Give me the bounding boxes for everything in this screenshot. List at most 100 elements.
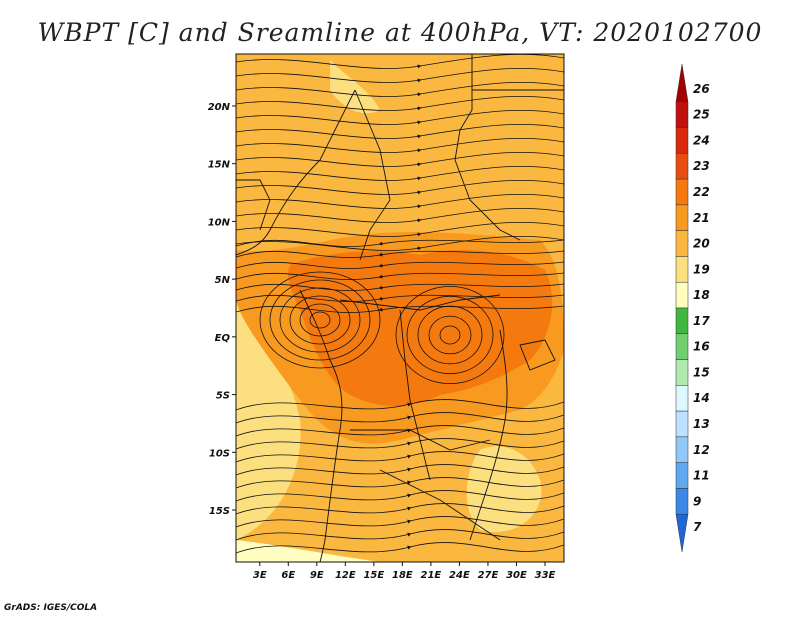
colorbar-swatch: [675, 333, 689, 360]
colorbar-label: 9: [693, 494, 701, 508]
streamline: [309, 311, 331, 329]
streamline: [236, 305, 564, 313]
colorbar-label: 23: [693, 159, 710, 173]
streamline: [236, 283, 564, 291]
streamline: [417, 305, 483, 365]
lon-tick-label: 24E: [449, 570, 470, 581]
colorbar-swatch: [675, 230, 689, 257]
lat-tick-label: 5S: [216, 391, 230, 402]
streamline: [236, 239, 564, 247]
lon-tick-label: 33E: [535, 570, 556, 581]
border-west-africa: [236, 179, 271, 231]
colorbar-swatch: [675, 359, 689, 386]
streamline: [406, 295, 494, 375]
lon-tick-label: 30E: [506, 570, 527, 581]
grads-credit: GrADS: IGES/COLA: [4, 603, 98, 613]
colorbar-swatch: [675, 101, 689, 128]
colorbar-label: 19: [693, 262, 710, 276]
streamline: [236, 179, 564, 195]
streamline: [236, 95, 564, 111]
streamline: [236, 294, 564, 302]
lat-tick-label: 20N: [208, 102, 231, 113]
border-angola-zambia: [350, 429, 491, 451]
colorbar-label: 16: [693, 340, 710, 354]
colorbar-label: 18: [693, 288, 710, 302]
lat-tick-label: 5N: [215, 275, 231, 286]
lon-tick-label: 9E: [310, 570, 324, 581]
longitude-axis: 3E 6E 9E 12E 15E 18E 21E 24E 27E 30E 33E: [253, 562, 556, 581]
border-central: [339, 294, 501, 311]
colorbar-swatch: [675, 462, 689, 489]
colorbar-label: 22: [693, 185, 710, 199]
colorbar-label: 24: [693, 133, 710, 147]
border-sudan-east: [454, 54, 521, 241]
colorbar-swatch: [675, 256, 689, 283]
streamline: [236, 261, 564, 269]
lat-tick-label: 15S: [209, 506, 230, 517]
streamline: [236, 250, 564, 258]
streamline: [236, 272, 564, 280]
lon-tick-label: 6E: [281, 570, 295, 581]
field-band-19-20-southeast: [466, 446, 542, 532]
map-frame: [235, 53, 565, 563]
coastline-west: [236, 89, 356, 256]
lon-tick-label: 27E: [478, 570, 499, 581]
colorbar-swatch: [675, 385, 689, 412]
colorbar-label: 12: [693, 443, 710, 457]
colorbar-label: 14: [693, 391, 710, 405]
field-band-19-20-west: [236, 300, 301, 540]
colorbar-label: 20: [693, 237, 710, 251]
colorbar-swatch: [675, 281, 689, 309]
streamline: [299, 303, 341, 337]
colorbar: 26 25 24 23 22 21 20 19 18 17 16 15 14 13 12 11 9 7: [675, 63, 710, 553]
colorbar-label: 11: [693, 469, 710, 483]
colorbar-label: 21: [693, 211, 710, 225]
streamline: [289, 295, 351, 345]
lat-tick-label: EQ: [215, 333, 231, 344]
streamline: [236, 221, 564, 237]
streamline: [236, 81, 564, 97]
temperature-field: [236, 54, 564, 562]
streamline: [236, 529, 564, 541]
latitude-axis: 20N 15N 10N 5N EQ 5S 10S 15S: [208, 102, 236, 517]
streamlines: [236, 54, 564, 554]
streamline: [236, 477, 564, 489]
streamline: [279, 287, 361, 353]
lon-tick-label: 18E: [392, 570, 413, 581]
streamline: [236, 425, 564, 437]
streamline: [236, 235, 564, 251]
streamline: [395, 286, 505, 384]
colorbar-swatch: [675, 410, 689, 438]
streamline: [236, 503, 564, 515]
streamline: [236, 165, 564, 181]
streamline: [236, 464, 564, 476]
colorbar-swatch: [675, 153, 689, 180]
streamline: [428, 315, 472, 355]
lat-tick-label: 10S: [209, 448, 230, 459]
lat-tick-label: 15N: [208, 160, 231, 171]
streamline: [236, 438, 564, 450]
colorbar-swatch: [675, 63, 689, 103]
lon-tick-label: 12E: [335, 570, 356, 581]
lat-tick-label: 10N: [208, 217, 231, 228]
streamline: [439, 325, 461, 345]
streamline: [236, 451, 564, 463]
colorbar-swatch: [675, 488, 689, 515]
border-south: [379, 469, 501, 541]
lon-tick-label: 15E: [363, 570, 384, 581]
coastline-atlantic: [299, 289, 343, 562]
field-band-22-23: [288, 250, 553, 407]
colorbar-swatch: [675, 178, 689, 206]
colorbar-swatch: [675, 204, 689, 231]
streamline: [236, 193, 564, 209]
lon-tick-label: 21E: [421, 570, 442, 581]
colorbar-label: 17: [693, 314, 710, 328]
lon-tick-label: 3E: [253, 570, 267, 581]
colorbar-label: 26: [693, 82, 710, 96]
colorbar-swatch: [675, 436, 689, 463]
streamline: [269, 279, 371, 361]
colorbar-swatch: [675, 307, 689, 335]
streamline: [236, 207, 564, 223]
